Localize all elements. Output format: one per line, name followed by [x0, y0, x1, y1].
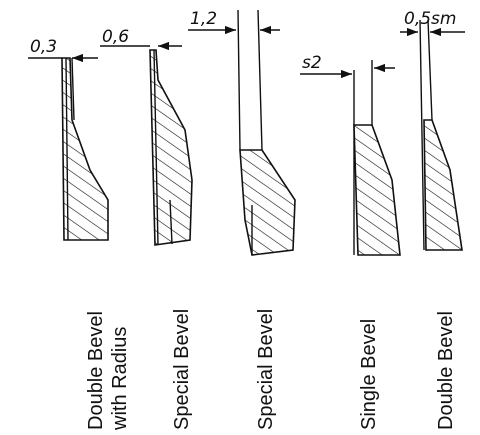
dimension-label: 0,3: [30, 37, 57, 57]
profile-label: Special Bevel: [255, 309, 277, 430]
dimension-label: s2: [302, 53, 322, 73]
dimension-label: 0,6: [102, 27, 129, 47]
profile-drawing: [300, 60, 401, 256]
profile-drawing: [400, 19, 465, 251]
profile-label: Single Bevel: [358, 319, 380, 430]
profile-drawing: [28, 53, 109, 241]
dimension-label: 0,5sm: [404, 9, 456, 29]
dimension-label: 1,2: [190, 9, 217, 29]
profile-label: Double Bevel: [435, 311, 457, 430]
profile-label: Double Bevel: [85, 311, 107, 430]
profile-label: Special Bevel: [171, 309, 193, 430]
profile-label: with Radius: [109, 327, 131, 431]
profile-drawing: [188, 9, 296, 256]
profile-drawing: [100, 41, 193, 246]
